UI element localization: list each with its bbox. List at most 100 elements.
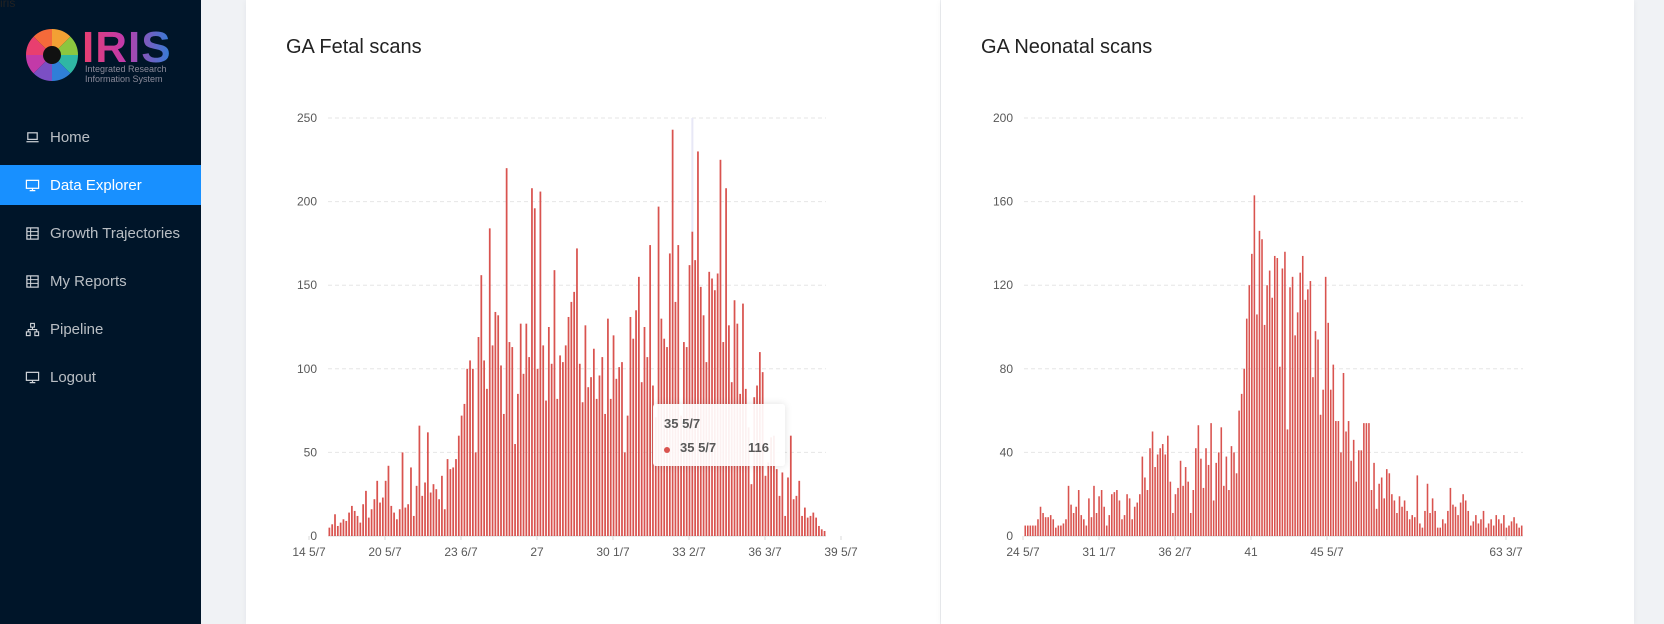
bar xyxy=(1365,423,1368,536)
y-tick-label: 0 xyxy=(310,529,317,543)
bar xyxy=(404,507,407,536)
bar xyxy=(412,515,415,536)
bar xyxy=(1251,253,1253,536)
bar xyxy=(1469,525,1472,536)
bar xyxy=(438,499,440,536)
bar xyxy=(1037,519,1039,536)
bar xyxy=(1029,525,1032,536)
brand-title: IRIS xyxy=(82,23,172,72)
fetal-scans-chart[interactable]: 0 50 100 150 200 250 14 5/7 20 5/7 23 6/7 27 30 1/… xyxy=(246,0,940,624)
bar xyxy=(407,504,410,536)
bar xyxy=(1164,454,1167,536)
bar xyxy=(471,368,474,536)
bar xyxy=(621,362,623,536)
bar xyxy=(654,417,657,536)
bar xyxy=(542,345,545,536)
bar xyxy=(1215,462,1217,536)
bar xyxy=(393,512,395,536)
bar xyxy=(1139,494,1141,536)
bar xyxy=(1065,519,1067,536)
bar xyxy=(1067,485,1070,536)
sidebar-item-pipeline[interactable]: Pipeline xyxy=(0,309,201,349)
bar xyxy=(1294,335,1296,536)
x-tick-label: 36 2/7 xyxy=(1158,545,1192,559)
bar xyxy=(1391,494,1393,536)
bar xyxy=(1144,477,1146,536)
sidebar-item-home[interactable]: Home xyxy=(0,117,201,157)
iris-logo[interactable]: IRIS Integrated Research Information Sys… xyxy=(25,23,175,88)
bar xyxy=(1121,519,1123,536)
sidebar-item-label: Logout xyxy=(50,368,96,386)
tooltip-series-name: 35 5/7 xyxy=(680,440,717,455)
bar xyxy=(1426,483,1429,536)
x-tick-label: 45 5/7 xyxy=(1310,545,1344,559)
sidebar-item-growth-trajectories[interactable]: Growth Trajectories xyxy=(0,213,201,253)
bar xyxy=(1111,494,1113,536)
bar xyxy=(607,318,609,536)
bar xyxy=(1131,519,1133,536)
bar xyxy=(1172,513,1174,536)
bar xyxy=(1156,454,1159,536)
bar xyxy=(604,413,606,536)
bar xyxy=(1335,421,1337,536)
bar xyxy=(584,325,587,536)
bar xyxy=(1431,498,1434,536)
bar xyxy=(1357,450,1360,536)
sidebar-item-data-explorer[interactable]: Data Explorer xyxy=(0,165,201,205)
bar xyxy=(1090,517,1093,536)
bar xyxy=(1136,502,1139,536)
chart-title: GA Fetal scans xyxy=(286,36,422,58)
bar xyxy=(1416,475,1419,536)
bar xyxy=(342,519,345,536)
bar xyxy=(1513,517,1515,536)
cluster-icon xyxy=(24,321,40,337)
bar xyxy=(1205,448,1207,536)
bar xyxy=(1088,498,1090,536)
bar xyxy=(657,206,660,536)
bar xyxy=(1256,314,1258,536)
bar xyxy=(449,469,452,536)
bar xyxy=(581,402,584,536)
bar xyxy=(595,398,598,536)
bar xyxy=(1060,525,1062,536)
bar xyxy=(753,397,756,536)
bar xyxy=(519,323,522,536)
brand-subtitle-line1: Integrated Research xyxy=(85,64,167,74)
bar xyxy=(483,360,485,536)
bar xyxy=(1184,467,1187,536)
bar xyxy=(1077,490,1080,536)
bar xyxy=(539,191,542,536)
bar xyxy=(1421,527,1424,536)
bar xyxy=(525,323,528,536)
bar xyxy=(567,316,570,536)
x-tick-label: 23 6/7 xyxy=(444,545,478,559)
bar xyxy=(1497,519,1500,536)
bar xyxy=(562,362,564,536)
bar xyxy=(334,514,336,536)
bar xyxy=(697,151,699,536)
bar xyxy=(426,432,429,536)
bar xyxy=(1289,287,1291,536)
bar xyxy=(646,357,649,536)
bar xyxy=(1217,452,1220,536)
bar xyxy=(452,467,455,536)
bar xyxy=(1052,519,1055,536)
bar xyxy=(1271,297,1273,536)
bar xyxy=(379,502,381,536)
bar xyxy=(522,373,525,536)
bar xyxy=(789,435,792,536)
sidebar-item-my-reports[interactable]: My Reports xyxy=(0,261,201,301)
bar xyxy=(1024,525,1027,536)
bar xyxy=(784,515,787,536)
bar xyxy=(1492,525,1495,536)
bar xyxy=(1329,389,1332,536)
bar xyxy=(455,459,457,536)
main-content: GA Fetal scans 0 50 100 150 200 250 14 5/7 20 5… xyxy=(201,0,1664,624)
neonatal-scans-chart[interactable]: 0 40 80 120 160 200 24 5/7 31 1/7 36 2/7 41 45 5/7… xyxy=(941,0,1634,624)
bar xyxy=(1385,469,1388,536)
sidebar-item-logout[interactable]: Logout xyxy=(0,357,201,397)
bar xyxy=(365,490,367,536)
y-tick-label: 120 xyxy=(993,278,1013,292)
sidebar-item-label: Data Explorer xyxy=(50,176,142,194)
bar xyxy=(1245,318,1248,536)
